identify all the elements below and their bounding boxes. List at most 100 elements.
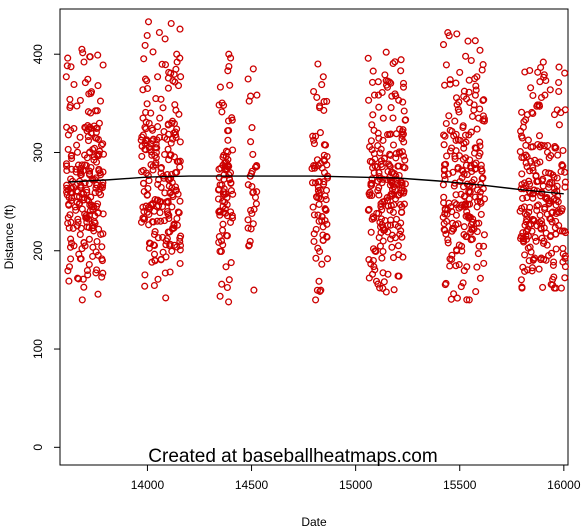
- data-point: [96, 97, 105, 105]
- data-point: [374, 142, 382, 150]
- data-point: [89, 145, 97, 154]
- data-point: [517, 235, 525, 243]
- data-point: [73, 222, 81, 230]
- data-point: [62, 160, 71, 168]
- data-point: [547, 249, 556, 257]
- data-point: [377, 145, 385, 153]
- data-point: [64, 267, 72, 275]
- data-point: [451, 152, 459, 160]
- data-point: [478, 66, 486, 74]
- data-point: [172, 106, 180, 114]
- data-point: [459, 279, 467, 287]
- data-point: [441, 281, 449, 289]
- data-point: [72, 206, 80, 214]
- data-point: [219, 190, 227, 198]
- data-point: [377, 157, 386, 165]
- data-point: [139, 166, 147, 174]
- data-point: [309, 203, 317, 211]
- data-point: [138, 152, 146, 160]
- data-point: [321, 141, 330, 149]
- data-point: [75, 200, 83, 208]
- data-point: [448, 255, 456, 263]
- data-point: [397, 208, 406, 216]
- y-tick-label: 0: [31, 444, 45, 451]
- data-point: [462, 233, 470, 241]
- data-point: [370, 91, 379, 99]
- data-point: [375, 169, 383, 177]
- data-point: [225, 126, 233, 135]
- data-point: [310, 140, 318, 148]
- data-point: [164, 74, 172, 82]
- data-point: [68, 151, 76, 159]
- data-point: [452, 136, 460, 144]
- data-point: [229, 146, 237, 154]
- data-point: [451, 155, 459, 163]
- data-point: [462, 95, 471, 103]
- data-point: [370, 149, 378, 158]
- data-point: [144, 137, 152, 145]
- data-point: [382, 48, 390, 56]
- data-point: [535, 132, 544, 140]
- data-point: [157, 95, 165, 103]
- data-point: [391, 58, 399, 66]
- data-point: [89, 243, 97, 251]
- data-point: [371, 266, 379, 274]
- data-point: [476, 274, 484, 282]
- data-point: [369, 67, 377, 75]
- data-point: [141, 271, 149, 279]
- data-point: [518, 108, 526, 116]
- data-point: [153, 217, 161, 225]
- data-point: [62, 73, 70, 81]
- data-point: [388, 243, 396, 251]
- data-point: [251, 193, 260, 201]
- data-point: [538, 189, 546, 197]
- data-point: [215, 173, 223, 181]
- data-point: [400, 107, 408, 115]
- data-point: [451, 117, 459, 125]
- data-point: [441, 132, 449, 140]
- data-point: [549, 261, 557, 269]
- data-point: [154, 123, 162, 131]
- data-point: [531, 156, 539, 164]
- data-point: [524, 225, 532, 233]
- data-point: [522, 159, 530, 167]
- data-point: [379, 284, 387, 292]
- data-point: [402, 116, 410, 124]
- data-point: [398, 148, 406, 156]
- data-point: [65, 263, 74, 271]
- data-point: [395, 191, 403, 199]
- data-point: [473, 73, 481, 81]
- data-point: [479, 112, 487, 120]
- x-tick-label: 14500: [235, 478, 269, 492]
- data-point: [367, 137, 375, 145]
- data-point: [452, 191, 460, 199]
- data-point: [63, 184, 71, 192]
- data-point: [529, 166, 537, 175]
- data-point: [170, 70, 178, 78]
- data-point: [368, 175, 376, 183]
- data-point: [524, 232, 532, 240]
- data-point: [67, 255, 75, 263]
- data-point: [520, 185, 528, 193]
- data-point: [90, 156, 98, 164]
- data-point: [63, 162, 71, 170]
- data-point: [366, 191, 374, 199]
- data-point: [85, 260, 93, 269]
- data-point: [440, 141, 448, 149]
- x-tick-label: 15000: [339, 478, 373, 492]
- data-point: [63, 62, 71, 70]
- data-point: [156, 209, 164, 217]
- data-point: [468, 226, 476, 234]
- data-point: [67, 235, 75, 243]
- data-point: [323, 97, 331, 105]
- data-point: [521, 267, 529, 275]
- data-point: [176, 138, 184, 146]
- data-point: [314, 183, 322, 191]
- data-point: [318, 164, 326, 172]
- data-point: [454, 105, 462, 113]
- data-point: [99, 150, 108, 158]
- data-point: [399, 130, 407, 138]
- data-point: [317, 286, 325, 294]
- data-point: [150, 281, 158, 290]
- data-point: [546, 233, 554, 241]
